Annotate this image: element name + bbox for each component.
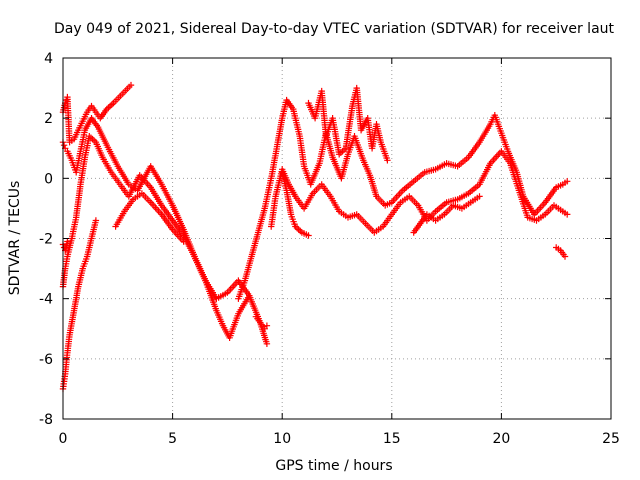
data-point-marks [59,133,253,341]
axis-ticks: 0 5 10 15 20 25 -8 -6 -4 -2 0 2 4 [39,51,620,447]
series-track-11 [279,169,312,239]
grid-lines [63,58,611,419]
y-tick-label: 2 [44,111,53,127]
data-point-marks [235,96,571,302]
x-tick-label: 25 [602,431,620,447]
y-tick-label: -4 [39,292,53,308]
y-tick-label: -2 [39,232,53,248]
x-tick-label: 0 [59,431,68,447]
data-point-marks [410,193,483,236]
data-marks [59,81,571,393]
data-point-marks [252,313,271,332]
series-track-6 [112,190,187,245]
x-tick-label: 15 [383,431,401,447]
y-tick-label: -8 [39,412,53,428]
plot-frame [62,57,612,420]
data-point-marks [553,244,569,260]
chart-title: Day 049 of 2021, Sidereal Day-to-day VTE… [54,21,615,37]
series-track-3 [59,133,253,341]
x-axis-label: GPS time / hours [275,458,392,474]
data-point-marks [112,190,187,245]
series-track-12 [252,313,271,332]
x-tick-label: 10 [273,431,291,447]
data-point-marks [305,84,391,164]
x-tick-label: 5 [168,431,177,447]
series-track-9 [305,84,391,164]
data-point-marks [59,81,135,146]
series-track-10 [410,193,483,236]
data-point-marks [279,169,312,239]
series-track-13 [553,244,569,260]
y-tick-label: 4 [44,51,53,67]
series-track-7 [235,96,571,302]
y-tick-label: -6 [39,352,53,368]
y-axis-label: SDTVAR / TECUs [7,181,23,296]
y-tick-label: 0 [44,171,53,187]
series-track-1 [59,81,135,146]
x-tick-label: 20 [492,431,510,447]
